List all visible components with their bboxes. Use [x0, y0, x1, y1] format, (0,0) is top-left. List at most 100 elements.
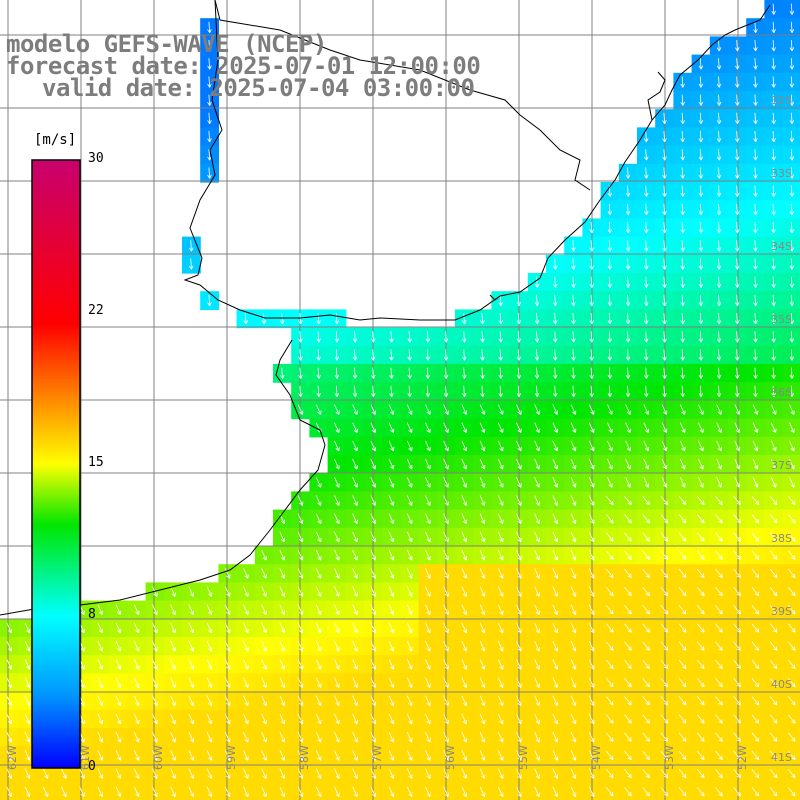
wind-arrow	[625, 422, 631, 434]
wind-arrow	[716, 312, 722, 325]
wind-arrow	[680, 149, 685, 161]
wind-arrow	[479, 531, 486, 543]
wind-arrow	[643, 185, 649, 197]
field-cell	[782, 655, 800, 674]
wind-arrow	[298, 367, 303, 379]
field-cell	[691, 782, 711, 800]
wind-arrow	[660, 586, 669, 597]
colorbar-gradient	[31, 159, 81, 769]
wind-arrow	[552, 440, 559, 452]
lat-label: 35S	[771, 313, 792, 326]
wind-arrow	[625, 167, 631, 179]
wind-arrow	[352, 458, 358, 470]
field-cell	[782, 400, 800, 420]
wind-arrow	[716, 112, 722, 125]
colorbar-tick-22: 22	[88, 303, 104, 318]
wind-arrow	[771, 349, 776, 361]
wind-arrow	[625, 240, 631, 252]
wind-arrow	[734, 203, 740, 216]
wind-arrow	[334, 513, 340, 525]
field-cell	[327, 782, 347, 800]
wind-arrow	[425, 604, 431, 616]
wind-arrow	[497, 495, 504, 506]
wind-arrow	[388, 568, 395, 579]
wind-arrow	[588, 404, 595, 415]
wind-arrow	[498, 294, 503, 307]
field-cell	[782, 254, 800, 274]
wind-arrow	[370, 604, 377, 616]
wind-arrow	[789, 404, 795, 415]
wind-arrow	[297, 586, 304, 597]
wind-arrow	[207, 39, 212, 52]
lon-label: 58W	[298, 745, 311, 770]
wind-arrow	[443, 458, 449, 470]
wind-arrow	[570, 586, 577, 597]
wind-arrow	[370, 458, 377, 470]
wind-arrow	[279, 622, 286, 634]
wind-arrow	[516, 331, 522, 343]
wind-arrow	[607, 385, 613, 398]
wind-arrow	[461, 367, 467, 379]
wind-arrow	[370, 586, 377, 597]
wind-arrow	[516, 440, 522, 452]
wind-arrow	[769, 495, 778, 506]
wind-arrow	[279, 531, 286, 543]
wind-arrow	[660, 532, 669, 542]
wind-arrow	[115, 604, 122, 616]
wind-arrow	[770, 477, 777, 488]
wind-arrow	[680, 221, 685, 234]
wind-arrow	[534, 440, 540, 452]
wind-arrow	[388, 495, 395, 506]
wind-arrow	[771, 385, 776, 398]
wind-arrow	[389, 367, 394, 379]
wind-arrow	[571, 294, 576, 307]
wind-arrow	[787, 550, 796, 560]
wind-arrow	[789, 240, 795, 252]
wind-arrow	[389, 385, 394, 398]
wind-arrow	[716, 240, 722, 252]
wind-arrow	[662, 203, 667, 216]
wind-arrow	[605, 514, 614, 524]
wind-arrow	[370, 622, 377, 634]
wind-arrow	[570, 495, 577, 506]
wind-arrow	[698, 477, 704, 488]
wind-arrow	[352, 349, 358, 361]
wind-arrow	[643, 312, 649, 325]
wind-arrow	[698, 440, 704, 452]
wind-arrow	[678, 568, 687, 578]
wind-arrow	[698, 240, 704, 252]
wind-arrow	[662, 185, 667, 197]
wind-arrow	[771, 21, 776, 34]
wind-arrow	[733, 568, 741, 578]
wind-arrow	[497, 531, 504, 543]
wind-arrow	[370, 440, 377, 452]
field-cell	[782, 291, 800, 310]
wind-arrow	[624, 605, 632, 615]
wind-arrow	[261, 622, 267, 634]
wind-arrow	[698, 312, 704, 325]
wind-arrow	[588, 568, 595, 579]
lat-label: 40S	[771, 678, 792, 691]
field-cell	[455, 782, 474, 800]
field-cell	[273, 782, 292, 800]
wind-arrow	[680, 240, 685, 252]
wind-arrow	[588, 531, 595, 543]
wind-arrow	[534, 349, 540, 361]
wind-arrow	[716, 258, 722, 270]
wind-arrow	[662, 385, 667, 398]
wind-arrow	[571, 331, 576, 343]
wind-arrow	[660, 514, 669, 524]
wind-arrow	[680, 94, 685, 106]
wind-arrow	[516, 349, 522, 361]
wind-arrow	[753, 240, 758, 252]
wind-arrow	[152, 622, 158, 634]
wind-arrow	[188, 622, 195, 634]
wind-arrow	[698, 221, 704, 234]
wind-arrow	[680, 258, 685, 270]
wind-arrow	[643, 203, 649, 216]
wind-arrow	[261, 312, 267, 325]
wind-arrow	[716, 367, 722, 379]
wind-arrow	[753, 276, 758, 288]
wind-arrow	[734, 112, 740, 125]
wind-arrow	[679, 404, 686, 415]
